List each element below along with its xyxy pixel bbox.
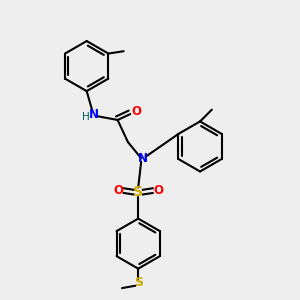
Text: O: O (154, 184, 164, 197)
Text: N: N (89, 108, 99, 121)
Text: N: N (138, 152, 148, 165)
Text: O: O (131, 105, 141, 118)
Text: H: H (82, 112, 90, 122)
Text: S: S (133, 185, 143, 199)
Text: O: O (113, 184, 123, 197)
Text: S: S (134, 276, 143, 289)
